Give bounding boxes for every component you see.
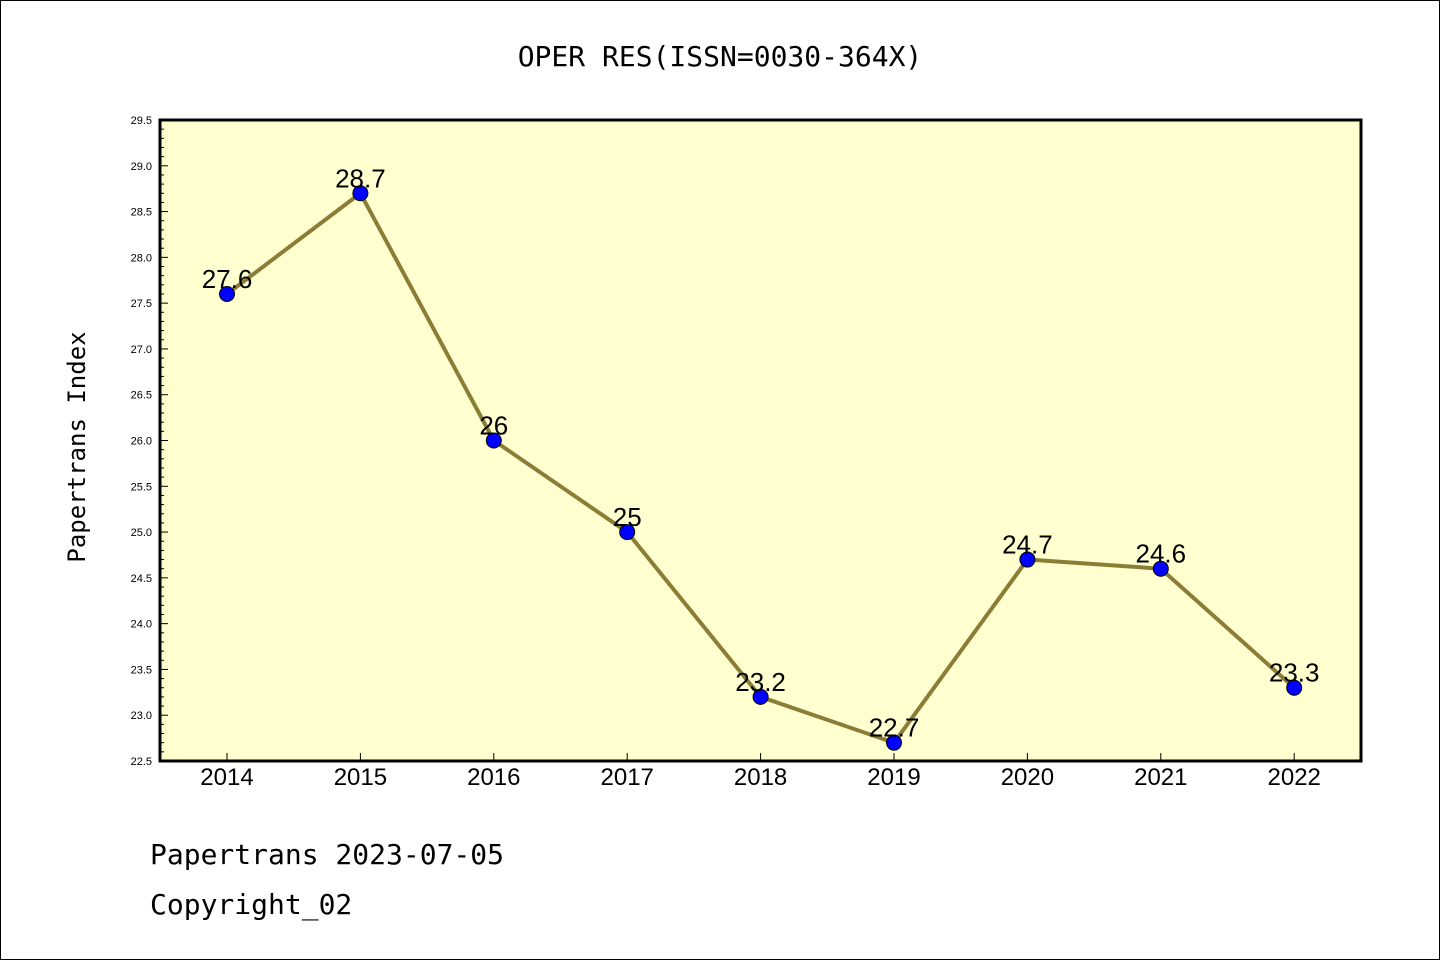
data-label: 24.6 [1135,539,1186,569]
y-tick-label: 26.0 [131,436,152,448]
chart-title: OPER RES(ISSN=0030-364X) [518,40,923,73]
data-point [619,524,636,541]
x-tick-label: 2015 [334,764,387,791]
series-markers [219,185,1303,751]
data-point [752,688,769,705]
y-tick-label: 29.5 [131,115,152,127]
data-point [1019,551,1036,568]
data-point [219,285,235,302]
x-tick-label: 2021 [1134,764,1187,791]
data-point [1152,560,1169,577]
x-tick-label: 2019 [867,764,920,791]
x-tick-label: 2020 [1001,764,1054,791]
data-label: 27.6 [202,264,253,294]
y-tick-label: 22.5 [131,756,152,768]
x-tick-label: 2014 [200,764,253,791]
x-tick-label: 2016 [467,764,520,791]
y-tick-label: 23.5 [131,664,152,676]
y-tick-label: 25.0 [131,527,152,539]
data-label: 28.7 [335,163,386,193]
x-tick-label: 2018 [734,764,787,791]
y-tick-label: 27.0 [131,344,152,356]
data-label: 23.2 [735,667,786,697]
data-label: 22.7 [869,713,920,743]
y-tick-label: 28.0 [131,252,152,264]
data-point [1286,679,1303,696]
data-label: 23.3 [1269,658,1320,688]
y-axis-label: Papertrans Index [63,331,91,562]
y-tick-label: 26.5 [131,390,152,402]
y-tick-label: 24.5 [131,573,152,585]
data-point [352,185,369,202]
data-point [886,734,902,751]
plot-area [158,118,1363,763]
y-axis: 22.5 23.0 23.5 24.0 24.5 25.0 25.5 26.0 26.5 27.0… [131,115,168,768]
data-label: 24.7 [1002,530,1053,560]
y-tick-label: 25.5 [131,481,152,493]
footer-date: Papertrans 2023-07-05 [150,838,504,871]
x-tick-label: 2017 [601,764,654,791]
data-point [485,432,502,449]
y-tick-label: 27.5 [131,298,152,310]
x-tick-label: 2022 [1268,764,1321,791]
y-tick-label: 29.0 [131,161,152,173]
footer-copyright: Copyright_02 [150,888,352,922]
y-tick-label: 24.0 [131,619,152,631]
data-label: 25 [613,502,642,532]
y-tick-label: 23.0 [131,710,152,722]
y-tick-label: 28.5 [131,207,152,219]
x-axis: 2014 2015 2016 2017 2018 2019 2020 2021 2022 [200,753,1321,791]
data-label: 26 [479,411,508,441]
data-labels: 27.6 28.7 26 25 23.2 22.7 24.7 24.6 23.3 [202,163,1320,742]
